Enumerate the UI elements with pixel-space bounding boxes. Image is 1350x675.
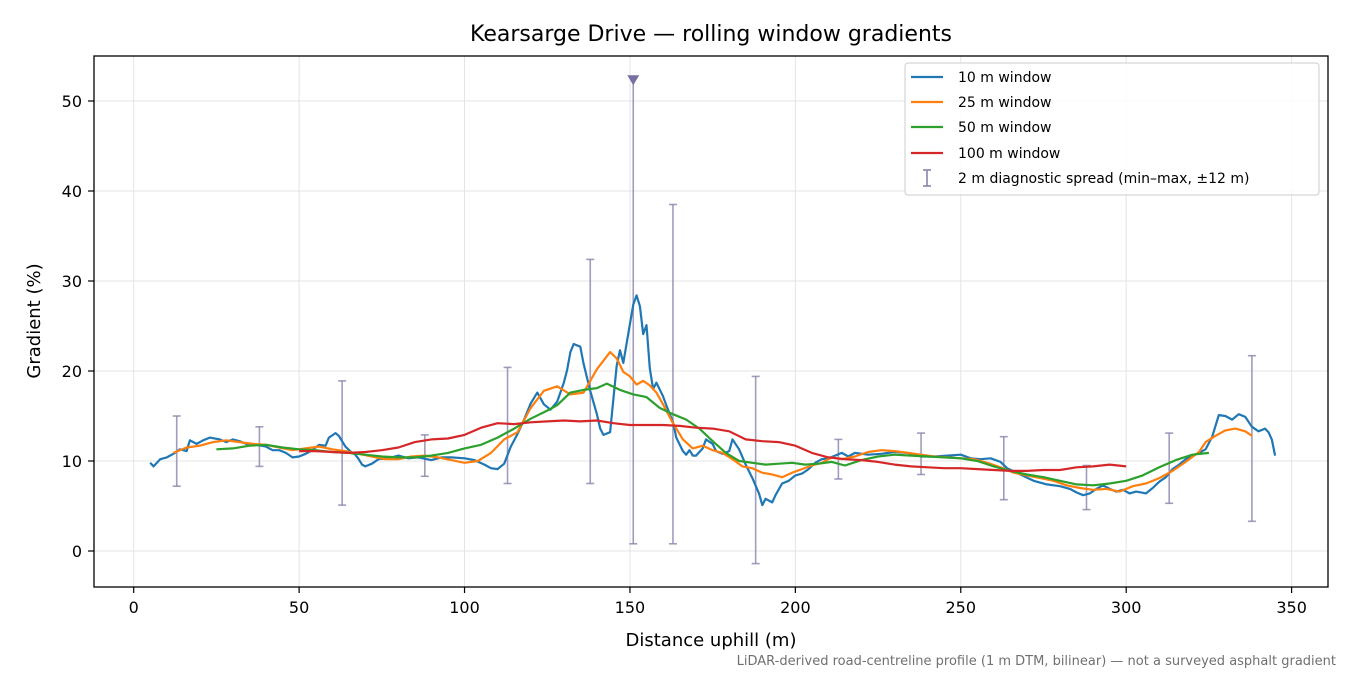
y-axis-label: Gradient (%) (24, 263, 45, 378)
x-tick-label: 250 (946, 598, 977, 617)
x-tick-label: 50 (289, 598, 309, 617)
x-tick-label: 300 (1111, 598, 1142, 617)
spread-bar (503, 366, 512, 485)
axis-ticks: 0 50 100 150 200 250 300 350 0 10 20 30 40 50 (62, 92, 1307, 617)
legend-label: 25 m window (958, 95, 1051, 111)
spread-bar (627, 75, 640, 545)
x-tick-label: 150 (615, 598, 646, 617)
plot-frame (93, 55, 1329, 588)
series-lines (149, 294, 1277, 507)
series-line (216, 382, 1210, 487)
spread-bar (1247, 354, 1256, 523)
legend-label: 2 m diagnostic spread (min–max, ±12 m) (958, 171, 1249, 187)
series-line (299, 419, 1127, 472)
y-tick-label: 20 (62, 362, 82, 381)
chart-title: Kearsarge Drive — rolling window gradien… (470, 22, 952, 47)
x-tick-label: 0 (129, 598, 139, 617)
y-tick-label: 0 (72, 542, 82, 561)
spread-bar (1165, 432, 1174, 505)
spread-bar (255, 425, 264, 468)
y-tick-label: 10 (62, 452, 82, 471)
y-tick-label: 40 (62, 182, 82, 201)
spread-bar (586, 258, 595, 485)
y-tick-label: 30 (62, 272, 82, 291)
legend-label: 50 m window (958, 120, 1051, 136)
x-tick-label: 350 (1276, 598, 1307, 617)
y-tick-label: 50 (62, 92, 82, 111)
legend: 10 m window 25 m window 50 m window 100 m w… (904, 62, 1320, 196)
x-tick-label: 200 (780, 598, 811, 617)
clipped-marker (627, 75, 640, 86)
footnote: LiDAR-derived road-centreline profile (1… (737, 654, 1336, 669)
x-axis-label: Distance uphill (m) (626, 630, 797, 651)
series-line (172, 351, 1253, 493)
legend-box (904, 62, 1320, 196)
x-tick-label: 100 (449, 598, 480, 617)
legend-label: 100 m window (958, 146, 1060, 162)
legend-label: 10 m window (958, 70, 1051, 86)
spread-bar (1082, 464, 1091, 511)
spread-bar (668, 203, 677, 545)
legend-swatch (923, 169, 931, 187)
